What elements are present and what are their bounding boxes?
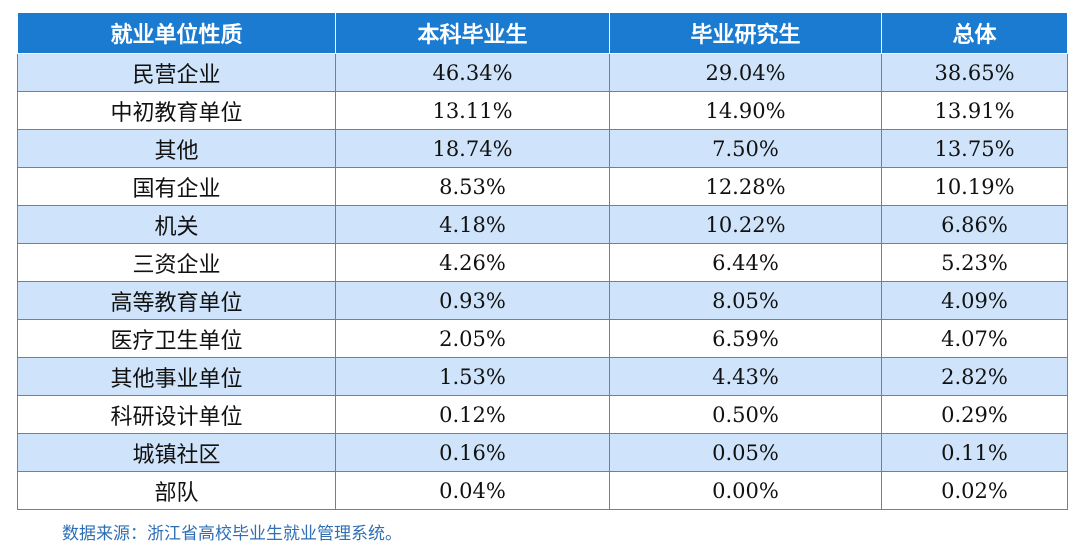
undergraduate-cell: 1.53%: [335, 357, 610, 396]
table-row: 高等教育单位 0.93% 8.05% 4.09%: [17, 281, 1068, 320]
overall-cell: 0.29%: [881, 395, 1068, 434]
graduate-cell: 7.50%: [609, 129, 882, 168]
graduate-cell: 0.05%: [609, 433, 882, 472]
graduate-cell: 14.90%: [609, 91, 882, 130]
overall-cell: 4.07%: [881, 319, 1068, 358]
undergraduate-cell: 18.74%: [335, 129, 610, 168]
graduate-cell: 12.28%: [609, 167, 882, 206]
overall-cell: 0.11%: [881, 433, 1068, 472]
table-row: 三资企业 4.26% 6.44% 5.23%: [17, 243, 1068, 282]
table-row: 其他 18.74% 7.50% 13.75%: [17, 129, 1068, 168]
table-row: 国有企业 8.53% 12.28% 10.19%: [17, 167, 1068, 206]
graduate-cell: 0.00%: [609, 471, 882, 510]
undergraduate-cell: 0.04%: [335, 471, 610, 510]
employment-table: 就业单位性质 本科毕业生 毕业研究生 总体 民营企业 46.34% 29.04%…: [17, 13, 1068, 510]
table-row: 医疗卫生单位 2.05% 6.59% 4.07%: [17, 319, 1068, 358]
undergraduate-cell: 13.11%: [335, 91, 610, 130]
overall-cell: 10.19%: [881, 167, 1068, 206]
graduate-cell: 29.04%: [609, 53, 882, 92]
undergraduate-cell: 2.05%: [335, 319, 610, 358]
undergraduate-cell: 0.12%: [335, 395, 610, 434]
overall-cell: 4.09%: [881, 281, 1068, 320]
overall-cell: 5.23%: [881, 243, 1068, 282]
table-row: 部队 0.04% 0.00% 0.02%: [17, 471, 1068, 510]
header-overall: 总体: [881, 13, 1068, 54]
unit-type-cell: 科研设计单位: [17, 395, 336, 434]
unit-type-cell: 中初教育单位: [17, 91, 336, 130]
unit-type-cell: 城镇社区: [17, 433, 336, 472]
table-header-row: 就业单位性质 本科毕业生 毕业研究生 总体: [17, 13, 1068, 54]
unit-type-cell: 三资企业: [17, 243, 336, 282]
table-row: 民营企业 46.34% 29.04% 38.65%: [17, 53, 1068, 92]
undergraduate-cell: 46.34%: [335, 53, 610, 92]
graduate-cell: 6.44%: [609, 243, 882, 282]
undergraduate-cell: 0.93%: [335, 281, 610, 320]
undergraduate-cell: 4.26%: [335, 243, 610, 282]
unit-type-cell: 高等教育单位: [17, 281, 336, 320]
undergraduate-cell: 0.16%: [335, 433, 610, 472]
unit-type-cell: 其他: [17, 129, 336, 168]
overall-cell: 0.02%: [881, 471, 1068, 510]
undergraduate-cell: 8.53%: [335, 167, 610, 206]
unit-type-cell: 部队: [17, 471, 336, 510]
header-graduate: 毕业研究生: [609, 13, 882, 54]
graduate-cell: 8.05%: [609, 281, 882, 320]
unit-type-cell: 医疗卫生单位: [17, 319, 336, 358]
graduate-cell: 4.43%: [609, 357, 882, 396]
table-row: 机关 4.18% 10.22% 6.86%: [17, 205, 1068, 244]
header-unit-type: 就业单位性质: [17, 13, 336, 54]
table-row: 城镇社区 0.16% 0.05% 0.11%: [17, 433, 1068, 472]
unit-type-cell: 国有企业: [17, 167, 336, 206]
overall-cell: 38.65%: [881, 53, 1068, 92]
graduate-cell: 0.50%: [609, 395, 882, 434]
overall-cell: 6.86%: [881, 205, 1068, 244]
unit-type-cell: 民营企业: [17, 53, 336, 92]
overall-cell: 13.75%: [881, 129, 1068, 168]
graduate-cell: 10.22%: [609, 205, 882, 244]
header-undergraduate: 本科毕业生: [335, 13, 610, 54]
unit-type-cell: 其他事业单位: [17, 357, 336, 396]
unit-type-cell: 机关: [17, 205, 336, 244]
table-row: 其他事业单位 1.53% 4.43% 2.82%: [17, 357, 1068, 396]
graduate-cell: 6.59%: [609, 319, 882, 358]
source-note: 数据来源：浙江省高校毕业生就业管理系统。: [62, 524, 402, 544]
overall-cell: 13.91%: [881, 91, 1068, 130]
overall-cell: 2.82%: [881, 357, 1068, 396]
table-row: 中初教育单位 13.11% 14.90% 13.91%: [17, 91, 1068, 130]
undergraduate-cell: 4.18%: [335, 205, 610, 244]
table-row: 科研设计单位 0.12% 0.50% 0.29%: [17, 395, 1068, 434]
